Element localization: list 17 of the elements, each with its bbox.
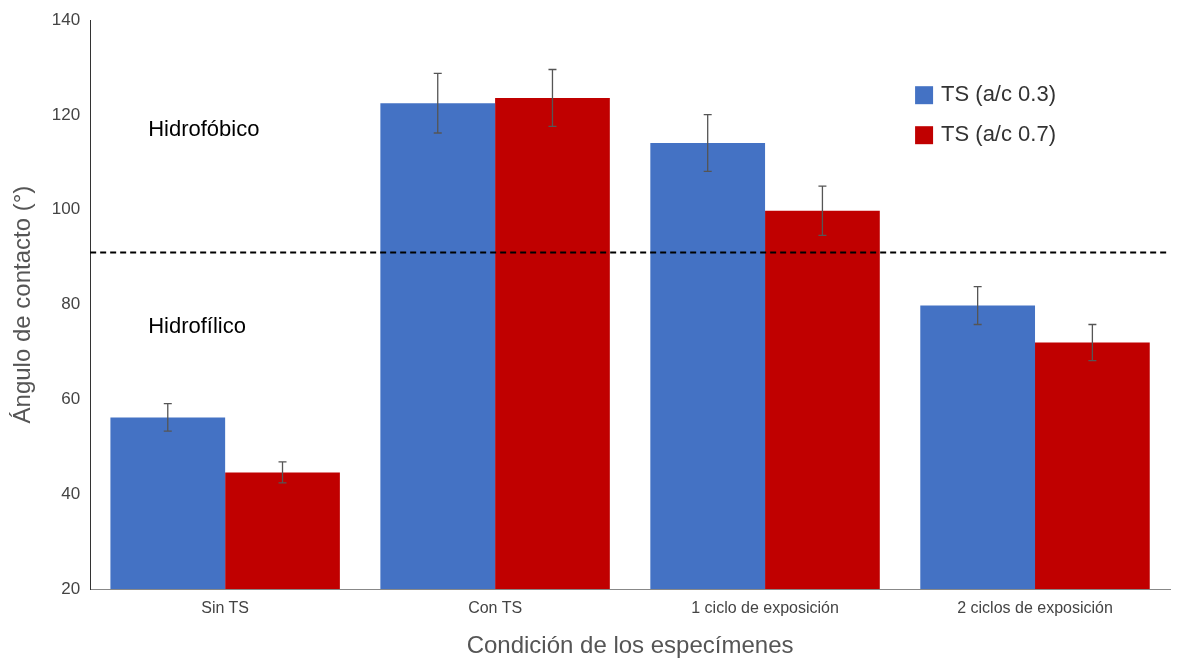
y-tick-label: 120 [51, 104, 81, 124]
annotation: Hidrofóbico [148, 116, 260, 142]
x-axis-title: Condición de los especímenes [466, 631, 794, 659]
legend-label: TS (a/c 0.3) [941, 81, 1056, 107]
y-tick-label: 140 [51, 9, 81, 29]
y-tick-label: 100 [51, 199, 81, 219]
x-tick-label: 1 ciclo de exposición [691, 599, 839, 617]
y-tick-label: 80 [61, 294, 81, 314]
x-tick-label: Sin TS [201, 599, 250, 617]
y-tick-label: 20 [61, 578, 81, 598]
legend-label: TS (a/c 0.7) [941, 121, 1056, 147]
y-tick-label: 40 [61, 483, 81, 503]
annotation: Hidrofílico [148, 313, 246, 339]
y-tick-label: 60 [61, 389, 81, 409]
x-tick-label: 2 ciclos de exposición [957, 599, 1113, 617]
x-tick-label: Con TS [468, 599, 523, 617]
y-axis-title: Ángulo de contacto (°) [8, 185, 36, 424]
